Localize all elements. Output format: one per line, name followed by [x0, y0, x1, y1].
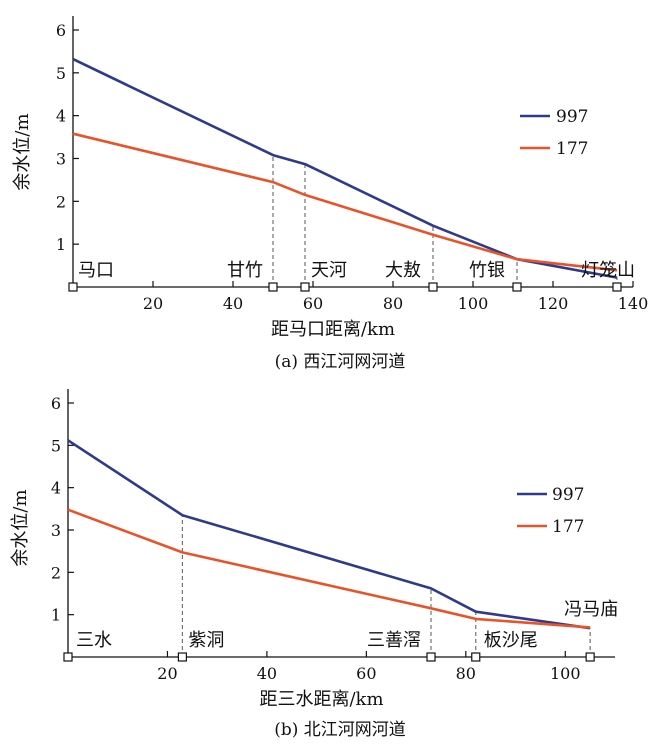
y-axis-title: 余水位/m: [10, 489, 31, 566]
y-axis-title: 余水位/m: [12, 113, 33, 190]
y-tick-label: 5: [51, 436, 61, 455]
legend-label: 177: [552, 517, 584, 537]
station-marker: [268, 282, 278, 292]
station-marker: [428, 282, 438, 292]
station-label: 天河: [311, 260, 347, 281]
series-line-997: [67, 439, 591, 630]
station-label: 竹银: [469, 260, 505, 281]
y-tick-label: 3: [51, 521, 61, 540]
x-tick-label: 60: [356, 664, 376, 683]
station-label: 马口: [78, 260, 114, 281]
y-tick-label: 4: [51, 479, 61, 498]
chart-caption: (b) 北江河网河道: [274, 720, 406, 740]
station-label: 三善滘: [367, 630, 421, 651]
y-tick-label: 1: [51, 606, 61, 625]
station-label: 甘竹: [227, 260, 263, 281]
x-axis-title: 距马口距离/km: [271, 319, 395, 340]
y-tick-label: 6: [56, 21, 66, 40]
series-line-997: [72, 57, 618, 279]
station-label: 大敖: [385, 260, 421, 281]
y-tick-label: 2: [51, 563, 61, 582]
y-tick-label: 6: [51, 394, 61, 413]
x-tick-label: 40: [223, 294, 243, 313]
chart-caption: (a) 西江河网河道: [275, 352, 406, 372]
x-tick-label: 60: [303, 294, 323, 313]
series-line-177: [72, 132, 618, 272]
station-marker: [612, 282, 622, 292]
x-tick-label: 20: [157, 664, 177, 683]
station-marker: [63, 652, 73, 662]
x-tick-label: 80: [383, 294, 403, 313]
y-tick-label: 4: [56, 107, 66, 126]
x-tick-label: 100: [550, 664, 581, 683]
station-label: 三水: [76, 630, 112, 651]
legend-label: 997: [556, 107, 588, 127]
station-marker: [471, 652, 481, 662]
station-label: 冯马庙: [564, 599, 618, 620]
x-axis-title: 距三水距离/km: [259, 689, 383, 710]
y-tick-label: 1: [56, 235, 66, 254]
station-marker: [177, 652, 187, 662]
series-line-177: [67, 508, 591, 629]
x-tick-label: 40: [257, 664, 277, 683]
station-label: 板沙尾: [484, 630, 538, 651]
legend-label: 997: [552, 485, 584, 505]
station-marker: [68, 282, 78, 292]
station-label: 灯笼山: [581, 260, 635, 281]
x-tick-label: 100: [458, 294, 489, 313]
x-tick-label: 120: [538, 294, 569, 313]
y-tick-label: 2: [56, 192, 66, 211]
x-tick-label: 80: [456, 664, 476, 683]
chart-xijiang: 1 2 3 4 5 6 20 40 60 80 100 120 140 马口 甘竹 天河 大敖 竹银 灯笼山 997 1…: [12, 16, 648, 372]
station-label: 紫洞: [188, 630, 224, 651]
y-tick-label: 3: [56, 150, 66, 169]
station-marker: [426, 652, 436, 662]
station-marker: [585, 652, 595, 662]
station-marker: [512, 282, 522, 292]
x-tick-label: 140: [618, 294, 649, 313]
y-tick-label: 5: [56, 64, 66, 83]
station-marker: [300, 282, 310, 292]
chart-beijiang: 1 2 3 4 5 6 20 40 60 80 100 三水 紫洞 三善滘 板沙尾 冯马庙 997 177 余水位/…: [10, 389, 618, 740]
legend-label: 177: [556, 139, 588, 159]
x-tick-label: 20: [143, 294, 163, 313]
